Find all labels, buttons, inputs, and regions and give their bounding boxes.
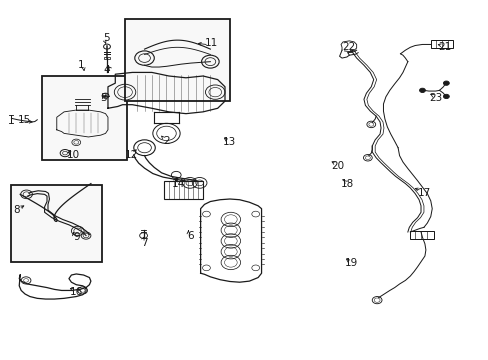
Text: 21: 21 [437,42,450,52]
Circle shape [443,94,448,99]
Text: 10: 10 [67,150,80,160]
Text: 20: 20 [331,161,344,171]
Bar [163,181,203,199]
Bar [125,19,229,101]
Text: 9: 9 [73,232,80,242]
Text: 3: 3 [100,93,106,103]
Text: 11: 11 [204,38,218,48]
Text: 12: 12 [124,150,138,160]
Text: 8: 8 [13,206,20,216]
Text: 19: 19 [345,258,358,268]
Text: 18: 18 [341,179,354,189]
Text: 22: 22 [342,42,355,51]
Bar [430,40,452,48]
Text: 4: 4 [103,64,110,75]
Circle shape [419,88,425,93]
Text: 13: 13 [223,138,236,147]
Text: 5: 5 [103,33,110,43]
Text: 17: 17 [416,188,430,198]
Text: 1: 1 [78,60,84,70]
Text: 7: 7 [141,238,147,248]
Text: 15: 15 [18,115,31,125]
Bar [42,76,127,160]
Text: 6: 6 [187,231,194,240]
Text: 16: 16 [69,287,83,297]
Text: 23: 23 [428,93,441,103]
Bar [409,231,433,239]
Bar [11,185,102,262]
Text: 14: 14 [172,179,185,189]
Bar [104,57,110,59]
Circle shape [443,81,448,85]
Text: 2: 2 [163,136,169,145]
